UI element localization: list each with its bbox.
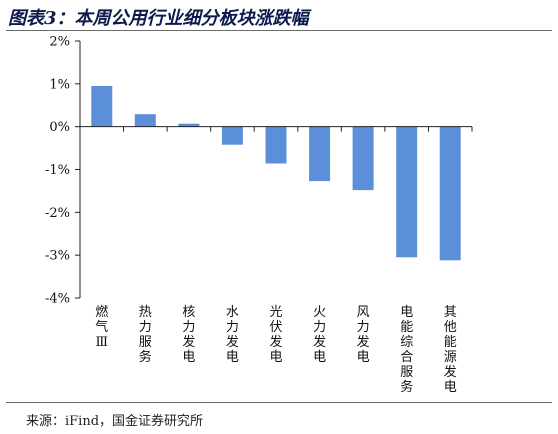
x-category-label-2: 核力发电 [182,305,195,365]
y-tick-label: 1% [49,77,70,92]
source-divider [6,402,552,403]
x-category-label-5: 火力发电 [313,305,326,365]
bar-2 [178,123,200,127]
x-category-label-7: 电能综合服务 [400,305,413,395]
y-tick-label: -1% [45,163,70,178]
bar-3 [221,126,243,145]
bar-7 [396,126,418,258]
bar-6 [352,126,374,191]
y-tick-label: 2% [49,35,70,50]
bar-8 [439,126,461,261]
x-category-label-4: 光伏发电 [269,305,282,365]
bar-0 [91,86,113,127]
y-tick-label: -2% [45,206,70,221]
y-tick-label: -3% [45,249,70,264]
bar-5 [309,126,331,182]
x-category-label-0: 燃气 Ⅲ [95,304,108,350]
bar-1 [134,114,156,127]
y-tick-label: -4% [45,292,70,307]
title-divider [6,30,552,31]
x-category-label-3: 水力发电 [226,305,239,365]
figure-title: 图表3：本周公用行业细分板块涨跌幅 [8,8,309,29]
source-note: 来源：iFind，国金证券研究所 [26,414,204,429]
x-category-label-6: 风力发电 [357,305,370,365]
x-category-label-8: 其他能源发电 [444,305,457,395]
x-category-label-1: 热力服务 [139,305,152,365]
bar-4 [265,126,287,164]
y-tick-label: 0% [49,120,70,135]
